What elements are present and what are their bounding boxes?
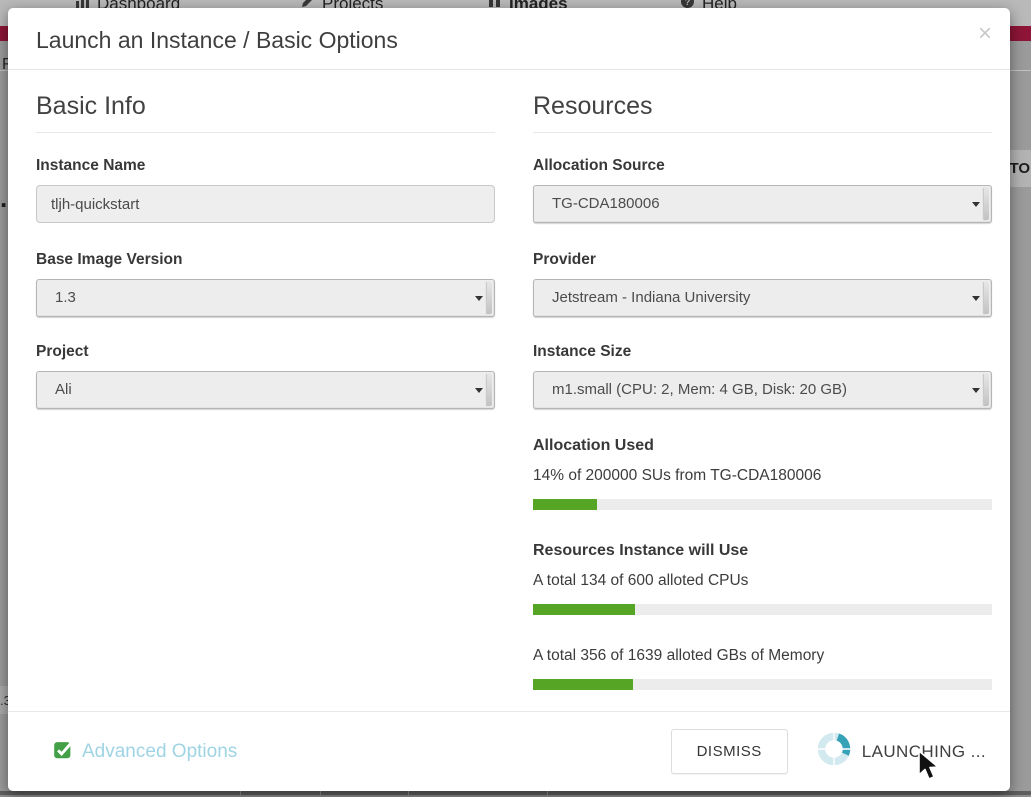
background-button-fragment — [1010, 150, 1031, 187]
project-label: Project — [36, 343, 89, 360]
launching-label: LAUNCHING ... — [861, 741, 986, 761]
mouse-cursor-icon — [916, 750, 942, 789]
modal-title: Launch an Instance / Basic Options — [36, 27, 398, 53]
cpu-usage-progress-fill — [533, 604, 636, 615]
background-row-fragment — [0, 686, 8, 714]
cpu-usage-progressbar — [533, 604, 992, 615]
instance-name-label: Instance Name — [36, 157, 146, 174]
instance-size-select[interactable]: m1.small (CPU: 2, Mem: 4 GB, Disk: 20 GB… — [533, 371, 992, 409]
allocation-used-progress-fill — [533, 499, 598, 510]
background-text-fragment: TO — [1009, 160, 1030, 177]
allocation-source-value: TG-CDA180006 — [552, 195, 660, 212]
background-table-gridline — [240, 791, 241, 797]
spinner-icon — [816, 731, 852, 772]
launch-instance-modal: Launch an Instance / Basic Options × Bas… — [8, 8, 1010, 791]
memory-usage-progress-fill — [533, 679, 633, 690]
basic-info-section: Basic Info Instance Name Base Image Vers… — [36, 92, 495, 409]
allocation-used-heading: Allocation Used — [533, 437, 654, 454]
basic-info-heading: Basic Info — [36, 92, 495, 133]
dismiss-button[interactable]: DISMISS — [670, 729, 788, 774]
modal-header: Launch an Instance / Basic Options × — [8, 8, 1010, 70]
background-table-gridline — [320, 791, 321, 797]
project-value: Ali — [55, 381, 72, 398]
base-image-version-select[interactable]: 1.3 — [36, 279, 495, 317]
background-table-fragment — [0, 791, 1031, 797]
advanced-options-label: Advanced Options — [82, 740, 238, 762]
provider-value: Jetstream - Indiana University — [552, 289, 751, 306]
background-table-gridline — [547, 791, 548, 797]
cpu-usage-text: A total 134 of 600 alloted CPUs — [533, 572, 749, 589]
base-image-version-label: Base Image Version — [36, 251, 183, 268]
provider-label: Provider — [533, 251, 596, 268]
allocation-source-select[interactable]: TG-CDA180006 — [533, 185, 992, 223]
svg-text:?: ? — [685, 0, 691, 7]
check-box-icon — [52, 739, 73, 765]
project-select[interactable]: Ali — [36, 371, 495, 409]
close-icon[interactable]: × — [977, 20, 992, 47]
launching-button[interactable]: LAUNCHING ... — [816, 731, 986, 772]
background-table-fragment — [0, 795, 1031, 797]
resources-heading: Resources — [533, 92, 992, 133]
instance-size-label: Instance Size — [533, 343, 632, 360]
bar-chart-icon — [75, 0, 90, 14]
columns-icon — [487, 0, 502, 14]
instance-size-value: m1.small (CPU: 2, Mem: 4 GB, Disk: 20 GB… — [552, 381, 848, 398]
instance-usage-heading: Resources Instance will Use — [533, 542, 749, 559]
resources-section: Resources Allocation Source TG-CDA180006… — [533, 92, 992, 690]
advanced-options-link[interactable]: Advanced Options — [52, 739, 237, 765]
pencil-icon — [300, 0, 315, 14]
modal-footer: Advanced Options DISMISS LAUNCHING ... — [8, 711, 1010, 791]
memory-usage-progressbar — [533, 679, 992, 690]
instance-name-input[interactable] — [36, 185, 495, 223]
allocation-used-progressbar — [533, 499, 992, 510]
base-image-version-value: 1.3 — [55, 289, 76, 306]
memory-usage-text: A total 356 of 1639 alloted GBs of Memor… — [533, 647, 825, 664]
provider-select[interactable]: Jetstream - Indiana University — [533, 279, 992, 317]
allocation-used-text: 14% of 200000 SUs from TG-CDA180006 — [533, 467, 822, 484]
background-table-gridline — [408, 791, 409, 797]
question-circle-icon: ? — [680, 0, 695, 14]
allocation-source-label: Allocation Source — [533, 157, 665, 174]
